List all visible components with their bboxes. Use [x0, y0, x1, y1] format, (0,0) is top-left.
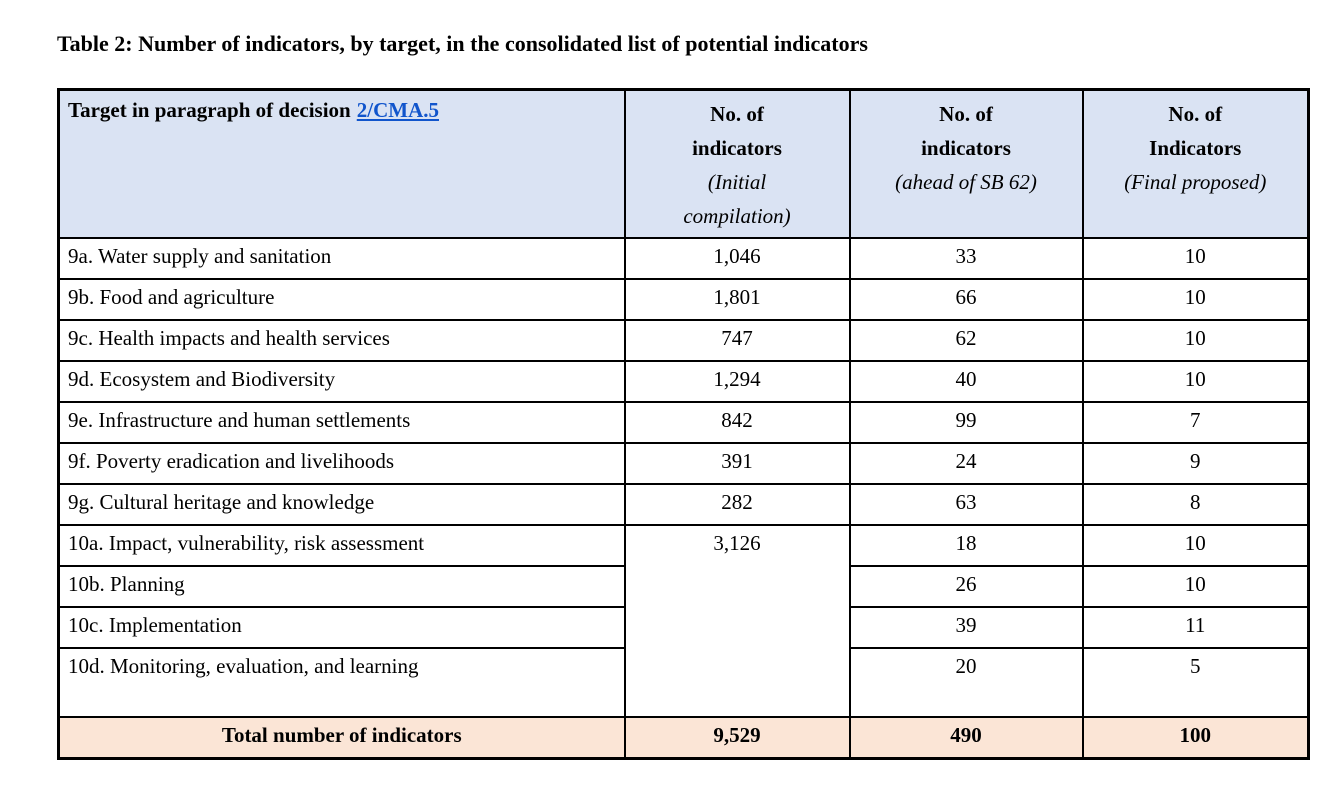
target-cell: 9f. Poverty eradication and livelihoods [57, 442, 626, 485]
header-sb62-note: (ahead of SB 62) [895, 170, 1037, 194]
initial-count-cell: 1,294 [623, 360, 851, 403]
initial-count-cell-merged: 3,126 [623, 524, 851, 718]
sb62-count-cell: 24 [848, 442, 1084, 485]
header-final-note: (Final proposed) [1124, 170, 1267, 194]
table-row: 9d. Ecosystem and Biodiversity 1,294 40 … [57, 360, 1310, 403]
final-count-cell: 10 [1081, 278, 1310, 321]
indicators-table: Target in paragraph of decision 2/CMA.5 N… [57, 88, 1310, 760]
sb62-count-cell: 18 [848, 524, 1084, 567]
initial-count-cell: 1,801 [623, 278, 851, 321]
sb62-count-cell: 62 [848, 319, 1084, 362]
sb62-count-cell: 33 [848, 237, 1084, 280]
table-row: 9a. Water supply and sanitation 1,046 33… [57, 237, 1310, 280]
header-sb62-line1: No. of [939, 102, 993, 126]
header-initial-cell: No. of indicators (Initial compilation) [623, 88, 851, 239]
target-cell: 10d. Monitoring, evaluation, and learnin… [57, 647, 626, 718]
target-cell: 10b. Planning [57, 565, 626, 608]
table-header: Target in paragraph of decision 2/CMA.5 N… [57, 88, 1310, 239]
target-cell: 9d. Ecosystem and Biodiversity [57, 360, 626, 403]
table-row: 9e. Infrastructure and human settlements… [57, 401, 1310, 444]
initial-count-cell: 282 [623, 483, 851, 526]
initial-count-cell: 747 [623, 319, 851, 362]
table-body: 9a. Water supply and sanitation 1,046 33… [57, 237, 1310, 759]
target-cell: 10c. Implementation [57, 606, 626, 649]
sb62-count-cell: 40 [848, 360, 1084, 403]
total-label-cell: Total number of indicators [57, 716, 626, 759]
table-caption: Table 2: Number of indicators, by target… [57, 31, 868, 56]
final-count-cell: 10 [1081, 360, 1310, 403]
table-row: 10c. Implementation 39 11 [57, 606, 1310, 649]
target-cell: 10a. Impact, vulnerability, risk assessm… [57, 524, 626, 567]
sb62-count-cell: 26 [848, 565, 1084, 608]
final-count-cell: 10 [1081, 565, 1310, 608]
final-count-cell: 11 [1081, 606, 1310, 649]
table-row: 9g. Cultural heritage and knowledge 282 … [57, 483, 1310, 526]
table-row: 10a. Impact, vulnerability, risk assessm… [57, 524, 1310, 718]
sb62-count-cell: 39 [848, 606, 1084, 649]
sb62-count-cell: 63 [848, 483, 1084, 526]
table-row: 10b. Planning 26 10 [57, 565, 1310, 608]
header-initial-note: (Initial compilation) [683, 170, 791, 228]
header-target-cell: Target in paragraph of decision 2/CMA.5 [57, 88, 626, 239]
target-cell: 9g. Cultural heritage and knowledge [57, 483, 626, 526]
initial-count-cell: 842 [623, 401, 851, 444]
table-row: 9b. Food and agriculture 1,801 66 10 [57, 278, 1310, 321]
header-target-label: Target in paragraph of decision [68, 98, 351, 122]
initial-count-cell: 1,046 [623, 237, 851, 280]
total-final-cell: 100 [1081, 716, 1310, 759]
final-count-cell: 7 [1081, 401, 1310, 444]
final-count-cell: 10 [1081, 319, 1310, 362]
final-count-cell: 10 [1081, 237, 1310, 280]
header-initial-line1: No. of [710, 102, 764, 126]
table-row: 9c. Health impacts and health services 7… [57, 319, 1310, 362]
table-row: 10d. Monitoring, evaluation, and learnin… [57, 647, 1310, 718]
target-cell: 9b. Food and agriculture [57, 278, 626, 321]
header-final-cell: No. of Indicators (Final proposed) [1081, 88, 1310, 239]
header-final-line2: Indicators [1149, 136, 1242, 160]
final-count-cell: 5 [1081, 647, 1310, 718]
total-initial-cell: 9,529 [623, 716, 851, 759]
target-cell: 9a. Water supply and sanitation [57, 237, 626, 280]
final-count-cell: 9 [1081, 442, 1310, 485]
header-sb62-cell: No. of indicators (ahead of SB 62) [848, 88, 1084, 239]
sb62-count-cell: 99 [848, 401, 1084, 444]
sb62-count-cell: 20 [848, 647, 1084, 718]
header-final-line1: No. of [1168, 102, 1223, 126]
total-row: Total number of indicators 9,529 490 100 [57, 716, 1310, 759]
final-count-cell: 10 [1081, 524, 1310, 567]
header-sb62-line2: indicators [921, 136, 1011, 160]
header-initial-line2: indicators [692, 136, 782, 160]
total-sb62-cell: 490 [848, 716, 1084, 759]
cma5-link[interactable]: 2/CMA.5 [356, 98, 439, 122]
final-count-cell: 8 [1081, 483, 1310, 526]
sb62-count-cell: 66 [848, 278, 1084, 321]
header-row: Target in paragraph of decision 2/CMA.5 N… [57, 88, 1310, 239]
target-cell: 9e. Infrastructure and human settlements [57, 401, 626, 444]
table-row: 9f. Poverty eradication and livelihoods … [57, 442, 1310, 485]
target-cell: 9c. Health impacts and health services [57, 319, 626, 362]
initial-count-cell: 391 [623, 442, 851, 485]
